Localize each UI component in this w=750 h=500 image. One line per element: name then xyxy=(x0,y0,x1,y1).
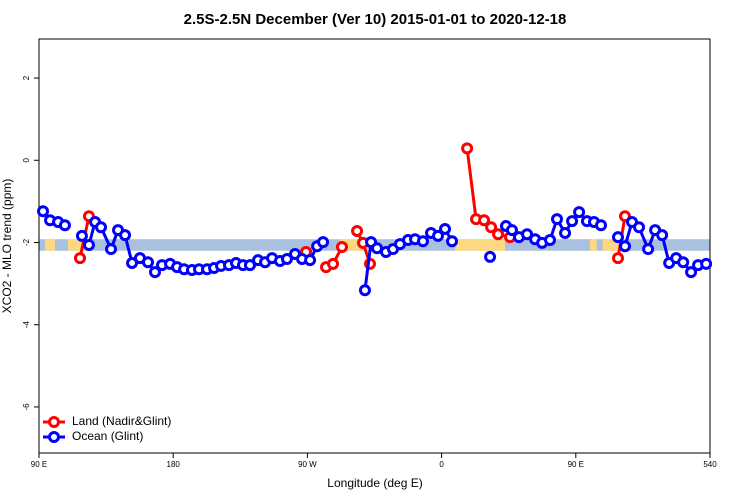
point xyxy=(611,231,624,244)
x-axis-label: Longitude (deg E) xyxy=(327,476,422,490)
point xyxy=(633,221,646,234)
point xyxy=(351,224,364,237)
point xyxy=(75,229,88,242)
point xyxy=(446,235,459,248)
y-tick-label: -6 xyxy=(22,403,31,411)
land-band xyxy=(67,239,89,251)
point xyxy=(544,234,557,247)
point xyxy=(95,221,108,234)
y-tick-label: -4 xyxy=(22,321,31,329)
point xyxy=(82,238,95,251)
x-tick-label: 90 E xyxy=(31,460,47,469)
point xyxy=(119,229,132,242)
x-tick-label: 90 E xyxy=(568,460,584,469)
point xyxy=(317,236,330,249)
point xyxy=(105,243,118,256)
point xyxy=(149,266,162,279)
point xyxy=(478,214,491,227)
point xyxy=(280,252,293,265)
land-band xyxy=(455,239,505,251)
point xyxy=(685,266,698,279)
y-tick-label: -2 xyxy=(22,238,31,246)
point xyxy=(74,252,87,265)
point xyxy=(439,222,452,235)
point xyxy=(619,240,632,253)
legend-marker xyxy=(48,416,60,428)
point xyxy=(37,205,50,218)
chart-title: 2.5S-2.5N December (Ver 10) 2015-01-01 t… xyxy=(184,11,567,28)
point xyxy=(551,213,564,226)
point xyxy=(492,228,505,241)
land-band xyxy=(602,239,620,251)
point xyxy=(700,257,713,270)
legend-label: Ocean (Glint) xyxy=(72,429,143,443)
point xyxy=(521,228,534,241)
point xyxy=(416,235,429,248)
point xyxy=(461,142,474,155)
land-band xyxy=(44,239,55,251)
x-tick-label: 90 W xyxy=(298,460,317,469)
y-tick-label: 2 xyxy=(22,75,31,80)
point xyxy=(559,227,572,240)
point xyxy=(335,241,348,254)
legend-label: Land (Nadir&Glint) xyxy=(72,414,171,428)
point xyxy=(656,229,669,242)
point xyxy=(58,219,71,232)
y-axis-label: XCO2 - MLO trend (ppm) xyxy=(0,179,14,314)
point xyxy=(573,206,586,219)
point xyxy=(484,250,497,263)
point xyxy=(611,252,624,265)
point xyxy=(677,256,690,269)
point xyxy=(432,229,445,242)
plot-frame xyxy=(38,38,711,454)
point xyxy=(358,284,371,297)
point xyxy=(642,243,655,256)
point xyxy=(505,224,518,237)
point xyxy=(327,257,340,270)
x-tick-label: 180 xyxy=(167,460,181,469)
point xyxy=(243,259,256,272)
point xyxy=(142,256,155,269)
x-tick-label: 0 xyxy=(439,460,444,469)
x-tick-label: 540 xyxy=(703,460,717,469)
land-band xyxy=(589,239,597,251)
point xyxy=(304,254,317,267)
y-tick-label: 0 xyxy=(22,158,31,163)
point xyxy=(594,219,607,232)
point xyxy=(485,221,498,234)
legend-marker xyxy=(48,431,60,443)
point xyxy=(566,215,579,228)
